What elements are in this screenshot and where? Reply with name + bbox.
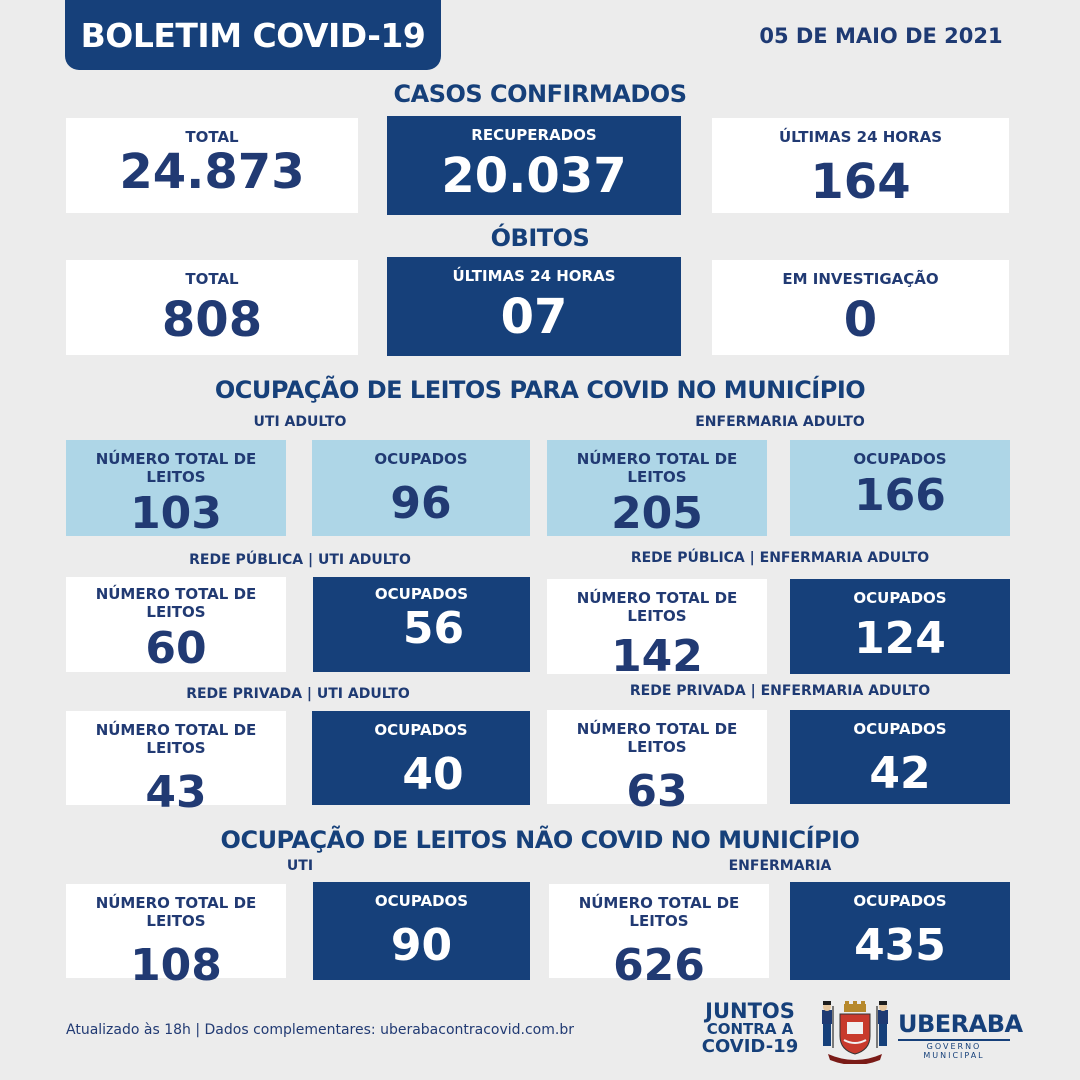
pub-enf-ocup-value: 124 (854, 613, 946, 664)
obitos-total-label: TOTAL (185, 270, 239, 288)
priv-enf-ocup-card: OCUPADOS 42 (790, 710, 1010, 804)
casos-total-card: TOTAL 24.873 (66, 118, 358, 213)
priv-enf-total-value: 63 (626, 766, 688, 817)
priv-uti-ocup-label: OCUPADOS (374, 721, 468, 739)
casos-title: CASOS CONFIRMADOS (393, 80, 688, 108)
pub-enf-total-value: 142 (611, 631, 703, 682)
casos-recuperados-value: 20.037 (441, 148, 627, 204)
nao-covid-uti-ocup-value: 90 (390, 920, 453, 971)
obitos-investigacao-card: EM INVESTIGAÇÃO 0 (712, 260, 1009, 355)
nao-covid-uti-label: UTI (286, 858, 314, 874)
priv-enf-total-label: NÚMERO TOTAL DE LEITOS (576, 720, 738, 756)
covid-uti-ocup-card: OCUPADOS 96 (312, 440, 530, 536)
pub-uti-total-card: NÚMERO TOTAL DE LEITOS 60 (66, 577, 286, 672)
nao-covid-enf-ocup-label: OCUPADOS (853, 892, 947, 910)
juntos-line-3: COVID-19 (701, 1035, 799, 1057)
priv-enf-total-card: NÚMERO TOTAL DE LEITOS 63 (547, 710, 767, 814)
pub-uti-ocup-value: 56 (402, 603, 465, 654)
covid-uti-total-card: NÚMERO TOTAL DE LEITOS 103 (66, 440, 286, 536)
pub-enf-ocup-label: OCUPADOS (853, 589, 947, 607)
pub-uti-ocup-card: OCUPADOS 56 (313, 577, 530, 672)
covid-enf-ocup-value: 166 (854, 470, 946, 521)
obitos-investigacao-value: 0 (843, 292, 878, 348)
casos-ultimas-value: 164 (810, 154, 911, 210)
nao-covid-enf-total-value: 626 (613, 940, 705, 991)
covid-uti-total-value: 103 (130, 488, 222, 539)
city-crest-icon (818, 1000, 892, 1065)
covid-enf-total-card: NÚMERO TOTAL DE LEITOS 205 (547, 440, 767, 536)
pub-enf-ocup-card: OCUPADOS 124 (790, 579, 1010, 674)
priv-enf-ocup-label: OCUPADOS (853, 720, 947, 738)
covid-enf-label: ENFERMARIA ADULTO (695, 414, 865, 430)
city-subtitle: GOVERNO MUNICIPAL (898, 1039, 1010, 1060)
casos-ultimas-card: ÚLTIMAS 24 HORAS 164 (712, 118, 1009, 213)
obitos-ultimas-card: ÚLTIMAS 24 HORAS 07 (387, 257, 681, 356)
nao-covid-title: OCUPAÇÃO DE LEITOS NÃO COVID NO MUNICÍPI… (220, 826, 860, 854)
casos-total-value: 24.873 (119, 144, 305, 200)
pub-enf-label: REDE PÚBLICA | ENFERMARIA ADULTO (630, 550, 930, 566)
juntos-line-2: CONTRA A (706, 1020, 794, 1039)
covid-enf-ocup-label: OCUPADOS (853, 450, 947, 468)
pub-uti-label: REDE PÚBLICA | UTI ADULTO (189, 552, 411, 568)
priv-enf-label: REDE PRIVADA | ENFERMARIA ADULTO (629, 683, 931, 699)
priv-uti-total-label: NÚMERO TOTAL DE LEITOS (95, 721, 257, 757)
nao-covid-enf-ocup-card: OCUPADOS 435 (790, 882, 1010, 980)
pub-uti-ocup-label: OCUPADOS (374, 585, 469, 603)
pub-uti-total-label: NÚMERO TOTAL DE LEITOS (95, 585, 257, 621)
nao-covid-enf-total-card: NÚMERO TOTAL DE LEITOS 626 (549, 884, 769, 988)
obitos-ultimas-label: ÚLTIMAS 24 HORAS (452, 267, 616, 285)
priv-uti-total-card: NÚMERO TOTAL DE LEITOS 43 (66, 711, 286, 815)
obitos-title: ÓBITOS (490, 224, 590, 252)
priv-uti-total-value: 43 (145, 767, 207, 818)
covid-leitos-title: OCUPAÇÃO DE LEITOS PARA COVID NO MUNICÍP… (214, 376, 866, 404)
juntos-logo: JUNTOS CONTRA A COVID-19 (700, 1000, 800, 1057)
covid-enf-total-label: NÚMERO TOTAL DE LEITOS (576, 450, 738, 486)
priv-uti-ocup-card: OCUPADOS 40 (312, 711, 530, 805)
casos-recuperados-label: RECUPERADOS (471, 126, 597, 144)
nao-covid-uti-ocup-card: OCUPADOS 90 (313, 882, 530, 980)
pub-enf-total-card: NÚMERO TOTAL DE LEITOS 142 (547, 579, 767, 679)
priv-uti-ocup-value: 40 (402, 749, 464, 800)
nao-covid-uti-ocup-label: OCUPADOS (374, 892, 469, 910)
covid-uti-ocup-label: OCUPADOS (374, 450, 468, 468)
juntos-line-1: JUNTOS (705, 999, 795, 1023)
covid-uti-ocup-value: 96 (390, 478, 452, 529)
city-logo: UBERABA GOVERNO MUNICIPAL (898, 1010, 1023, 1060)
casos-total-label: TOTAL (185, 128, 239, 146)
obitos-total-card: TOTAL 808 (66, 260, 358, 355)
covid-enf-ocup-card: OCUPADOS 166 (790, 440, 1010, 536)
obitos-investigacao-label: EM INVESTIGAÇÃO (782, 270, 939, 288)
obitos-total-value: 808 (161, 292, 263, 348)
footer-note: Atualizado às 18h | Dados complementares… (66, 1022, 574, 1038)
priv-uti-label: REDE PRIVADA | UTI ADULTO (186, 686, 410, 702)
nao-covid-enf-ocup-value: 435 (854, 920, 946, 971)
bulletin-title: BOLETIM COVID-19 (65, 0, 441, 70)
covid-uti-total-label: NÚMERO TOTAL DE LEITOS (95, 450, 257, 486)
city-name: UBERABA (898, 1010, 1023, 1038)
nao-covid-uti-total-card: NÚMERO TOTAL DE LEITOS 108 (66, 884, 286, 988)
obitos-ultimas-value: 07 (500, 289, 568, 345)
nao-covid-enf-total-label: NÚMERO TOTAL DE LEITOS (578, 894, 740, 930)
nao-covid-uti-total-value: 108 (130, 940, 222, 991)
casos-ultimas-label: ÚLTIMAS 24 HORAS (779, 128, 942, 146)
pub-enf-total-label: NÚMERO TOTAL DE LEITOS (576, 589, 738, 625)
priv-enf-ocup-value: 42 (869, 748, 931, 799)
casos-recuperados-card: RECUPERADOS 20.037 (387, 116, 681, 215)
covid-enf-total-value: 205 (611, 488, 703, 539)
covid-uti-label: UTI ADULTO (253, 414, 347, 430)
nao-covid-uti-total-label: NÚMERO TOTAL DE LEITOS (95, 894, 257, 930)
nao-covid-enf-label: ENFERMARIA (728, 858, 832, 874)
bulletin-date: 05 DE MAIO DE 2021 (759, 24, 1003, 48)
pub-uti-total-value: 60 (145, 623, 207, 674)
